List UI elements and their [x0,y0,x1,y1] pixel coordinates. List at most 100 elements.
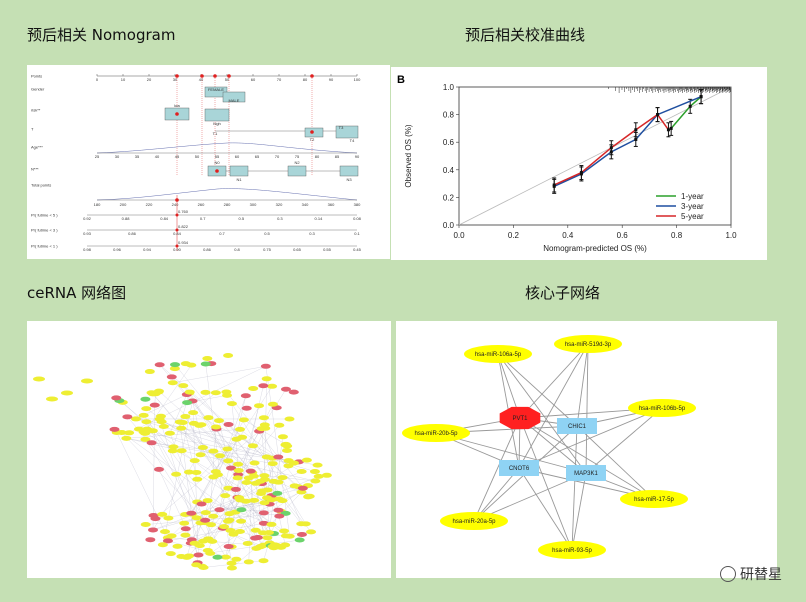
network-edge [146,421,197,518]
network-edge [152,517,197,531]
core-edge [497,353,587,474]
series-line-5-year [553,113,670,186]
network-edge [129,366,266,433]
network-node [169,366,180,372]
probability-tick-label: 0.84 [160,216,169,221]
network-node [232,475,243,481]
network-node [231,556,242,562]
network-node [225,527,236,533]
data-point [699,95,703,99]
nomogram-figure: Points Gender risk** T Age*** N*** Total point… [31,74,362,253]
network-node [267,383,278,389]
ideal-diagonal [458,86,732,226]
network-node [193,552,204,558]
y-tick-label: 0.6 [443,138,455,147]
risk-level-label: low [174,103,180,108]
network-node [241,405,252,411]
probability-tick-label: 0.5 [264,231,270,236]
network-node [214,453,225,459]
mirna-node [554,335,622,353]
network-node [226,560,237,566]
network-node [273,507,284,513]
core-edge [571,472,587,551]
network-edge [185,502,265,515]
network-node [140,436,151,442]
network-node [141,419,152,425]
network-node [223,458,234,464]
nomogram-row-label: N*** [31,167,39,172]
age-tick-label: 60 [235,154,240,159]
network-node [220,493,231,499]
network-node [221,389,232,395]
network-node [154,362,165,368]
probability-marker [175,213,179,217]
network-node [180,532,191,538]
network-edge [233,534,262,547]
core-edge [435,432,587,474]
probability-tick-label: 0.3 [309,231,315,236]
network-edge [174,364,312,532]
total-tick-label: 180 [94,202,101,207]
probability-tick-label: 0.93 [83,231,92,236]
network-node [273,479,284,485]
network-node [133,426,144,432]
network-node [138,412,149,418]
network-node [279,528,290,534]
predicted-probability: 0.822 [178,224,189,229]
x-tick-label: 0.8 [671,231,683,240]
points-tick-label: 70 [277,77,282,82]
network-node [274,422,285,428]
network-node [207,538,218,544]
core-edge [585,407,663,474]
x-tick-label: 0.4 [562,231,574,240]
network-node [222,446,233,452]
network-node [182,400,193,406]
network-node [149,402,160,408]
network-node [189,458,200,464]
network-node [150,516,161,522]
total-tick-label: 220 [146,202,153,207]
nomogram-row-label: Pr( futime < 5 ) [31,213,58,218]
network-node [224,517,235,523]
network-edge [193,412,302,472]
network-node [170,362,181,368]
nomogram-panel: Points Gender risk** T Age*** N*** Total point… [27,65,390,259]
core-edge [473,417,521,522]
network-edge [143,415,234,535]
data-point [634,128,638,132]
network-node [192,476,203,482]
core-network-panel: hsa-miR-106a-5p hsa-miR-519d-3p hsa-miR-10… [396,321,777,578]
panel-label: B [397,74,405,86]
gene-node [566,465,606,481]
network-node [154,416,165,422]
n-level-label: N1 [236,177,242,182]
core-edge [585,343,589,474]
probability-tick-label: 0.1 [354,231,360,236]
plot-frame [458,86,732,226]
network-node [200,517,211,523]
network-node [280,441,291,447]
risk-level-label: high [213,121,221,126]
network-edge [146,429,239,465]
network-node [224,511,235,517]
network-node [165,551,176,557]
network-edge [264,475,316,482]
points-tick-label: 10 [121,77,126,82]
network-node [140,396,151,402]
network-edge [126,438,316,482]
x-tick-label: 0.6 [617,231,629,240]
network-node [240,393,251,399]
age-tick-label: 45 [175,154,180,159]
network-node [179,520,190,526]
network-node [188,420,199,426]
network-node [147,428,158,434]
outlier-node [46,396,58,402]
data-point [666,128,670,132]
core-edge [571,425,578,551]
network-node [146,440,157,446]
network-node [284,533,295,539]
mirna-node [440,512,508,530]
probability-tick-label: 0.45 [353,247,362,252]
age-tick-label: 55 [215,154,220,159]
network-node [252,535,263,541]
